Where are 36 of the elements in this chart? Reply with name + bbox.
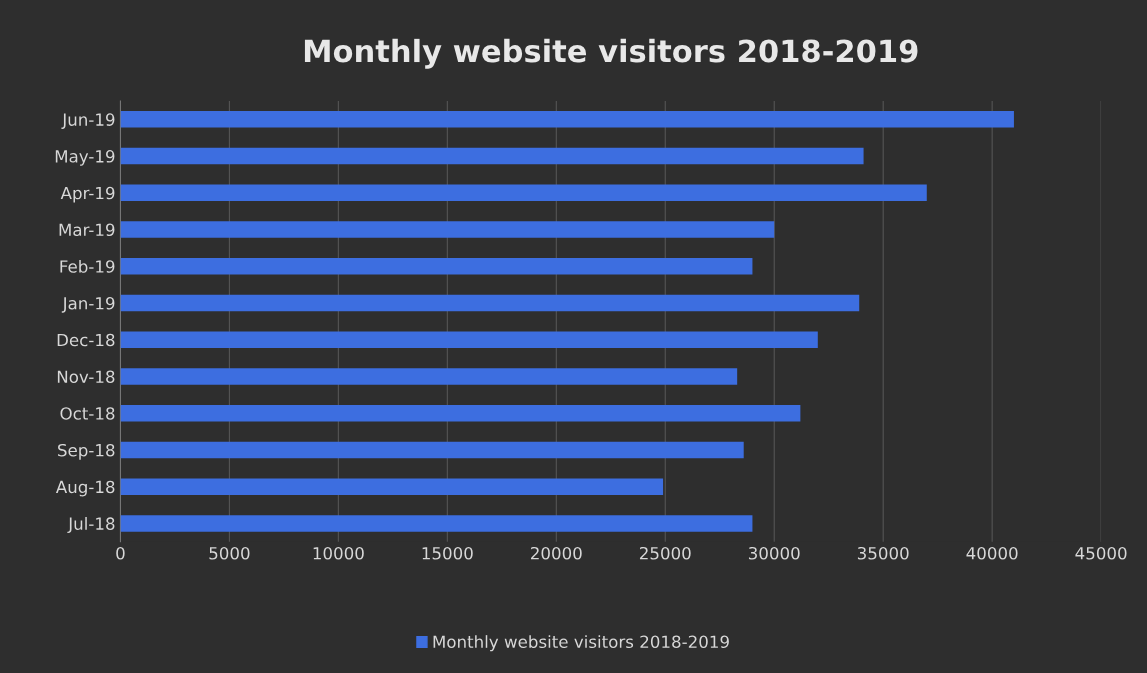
bar (120, 478, 664, 495)
x-tick-label: 40000 (966, 546, 1018, 560)
y-tick-label: Jul-18 (67, 517, 115, 534)
bar (120, 331, 818, 348)
y-tick-label: Aug-18 (55, 480, 115, 497)
y-tick-label: Jun-19 (61, 113, 115, 129)
x-tick-label: 45000 (1075, 546, 1127, 560)
x-tick-label: 30000 (748, 546, 800, 560)
bar (120, 441, 744, 459)
x-tick-label: 0 (116, 546, 125, 560)
bar (120, 515, 753, 532)
bar (120, 147, 864, 165)
bar (120, 184, 927, 202)
y-tick-label: Feb-19 (60, 259, 115, 273)
y-tick-label: Sep-18 (58, 443, 115, 460)
y-tick-label: Dec-18 (57, 333, 115, 347)
bar (120, 257, 753, 275)
bar (120, 221, 775, 238)
y-tick-label: Apr-19 (60, 186, 115, 203)
y-tick-label: Mar-19 (59, 223, 115, 237)
y-tick-label: Oct-18 (60, 407, 115, 420)
bar (120, 368, 738, 385)
bar (120, 404, 801, 422)
y-tick-label: May-19 (55, 150, 115, 166)
x-tick-label: 35000 (857, 546, 909, 560)
x-tick-label: 10000 (313, 546, 364, 560)
bar (120, 111, 1014, 128)
y-tick-label: Nov-18 (57, 370, 115, 384)
bar (120, 294, 860, 312)
chart-title: Monthly website visitors 2018-2019 (304, 38, 918, 69)
x-tick-label: 20000 (531, 546, 582, 560)
x-tick-label: 5000 (209, 546, 250, 560)
x-tick-label: 25000 (639, 546, 691, 560)
x-tick-label: 15000 (422, 546, 473, 560)
legend-label: Monthly website visitors 2018-2019 (433, 635, 729, 652)
y-tick-label: Jan-19 (61, 296, 115, 313)
